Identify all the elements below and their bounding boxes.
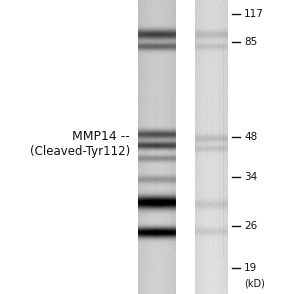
Text: MMP14 --: MMP14 -- — [72, 131, 130, 143]
Text: 19: 19 — [244, 263, 257, 273]
Text: (Cleaved-Tyr112): (Cleaved-Tyr112) — [30, 146, 130, 158]
Text: 85: 85 — [244, 37, 257, 47]
Text: 34: 34 — [244, 172, 257, 182]
Text: 26: 26 — [244, 221, 257, 231]
Text: 117: 117 — [244, 9, 264, 19]
Text: 48: 48 — [244, 132, 257, 142]
Text: (kD): (kD) — [244, 278, 265, 288]
